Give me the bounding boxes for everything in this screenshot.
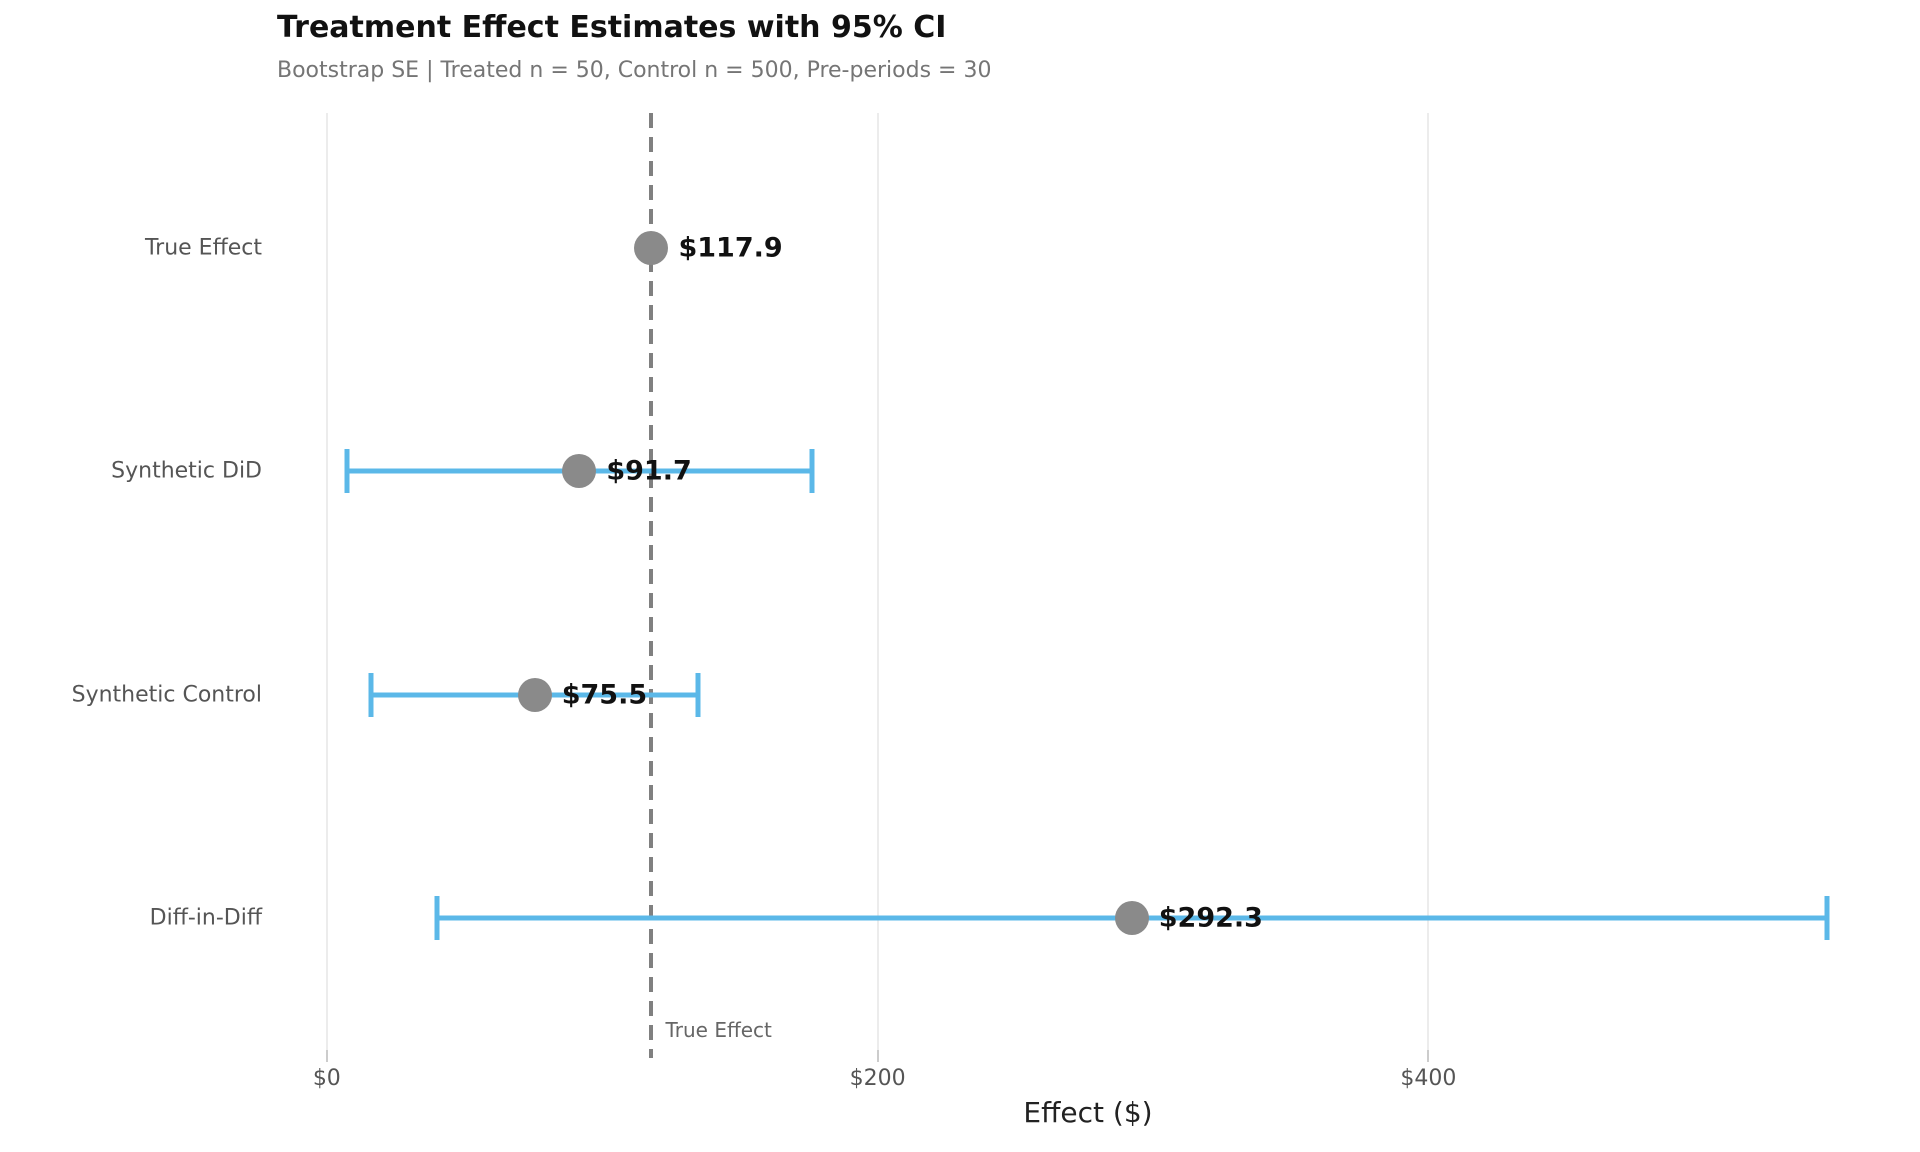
x-tick-label: $0	[312, 1066, 341, 1091]
ci-cap-left	[368, 672, 374, 717]
estimate-point	[1114, 900, 1149, 935]
x-tick-label: $200	[849, 1066, 906, 1091]
x-axis-label: Effect ($)	[1023, 1096, 1153, 1129]
x-gridline	[325, 113, 328, 1050]
x-tick-label: $400	[1400, 1066, 1457, 1091]
x-tick-mark	[876, 1050, 879, 1062]
estimate-point	[517, 677, 552, 712]
chart-subtitle: Bootstrap SE | Treated n = 50, Control n…	[277, 58, 992, 83]
chart-title: Treatment Effect Estimates with 95% CI	[277, 10, 947, 45]
ci-cap-right	[1824, 895, 1830, 940]
x-gridline	[1427, 113, 1430, 1050]
estimate-point	[562, 454, 597, 489]
x-gridline	[876, 113, 879, 1050]
y-category-label: Synthetic Control	[71, 682, 262, 707]
reference-line-label: True Effect	[665, 1018, 772, 1042]
x-tick-mark	[1427, 1050, 1430, 1062]
estimate-value-label: $75.5	[561, 679, 648, 710]
reference-line	[649, 113, 654, 1058]
ci-cap-left	[434, 895, 440, 940]
plot-area: $0 $200 $400 True Effect True Effect $117.9 Sy…	[72, 113, 1880, 1091]
y-category-label: Diff-in-Diff	[149, 905, 262, 931]
ci-cap-right	[695, 672, 701, 717]
ci-cap-left	[344, 449, 350, 494]
estimate-point	[634, 230, 669, 265]
y-category-label: True Effect	[144, 235, 262, 261]
estimate-value-label: $91.7	[606, 455, 692, 487]
x-tick-mark	[325, 1050, 328, 1062]
estimate-value-label: $292.3	[1158, 902, 1263, 934]
ci-cap-right	[809, 449, 815, 494]
estimate-value-label: $117.9	[678, 232, 783, 264]
y-category-label: Synthetic DiD	[111, 458, 262, 484]
